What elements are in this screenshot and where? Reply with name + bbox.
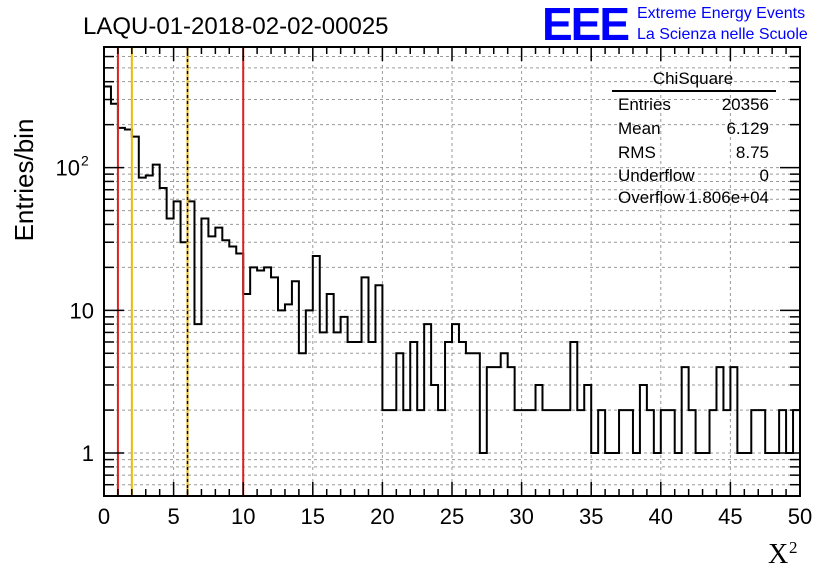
eee-logo: EEE Extreme Energy Events La Scienza nel…: [542, 0, 808, 50]
histogram-series: [103, 85, 801, 496]
stats-label: Entries: [618, 95, 671, 114]
stats-box: ChiSquare Entries 20356 Mean 6.129 RMS 8…: [612, 69, 776, 207]
stats-label: Mean: [618, 119, 661, 138]
y-tick-label: 1: [82, 441, 94, 466]
logo-line-2: La Scienza nelle Scuole: [637, 26, 808, 43]
stats-label: RMS: [618, 143, 656, 162]
axis-ticks: [103, 47, 801, 496]
x-tick-labels: 0 5 10 15 20 25 30 35 40 45 50: [98, 504, 812, 529]
stats-row-entries: Entries 20356: [618, 95, 769, 114]
stats-label: Overflow: [618, 188, 686, 207]
y-tick-label: 10: [56, 156, 80, 181]
x-axis-title: X: [768, 539, 788, 570]
x-tick-label: 0: [98, 504, 110, 529]
stats-value: 20356: [722, 95, 769, 114]
reference-lines: [116, 47, 245, 496]
stats-label: Underflow: [618, 166, 695, 185]
x-tick-label: 35: [579, 504, 603, 529]
stats-row-underflow: Underflow 0: [618, 166, 769, 185]
stats-row-mean: Mean 6.129: [618, 119, 769, 138]
x-tick-label: 40: [649, 504, 673, 529]
stats-title: ChiSquare: [653, 69, 733, 88]
logo-mark: EEE: [542, 0, 628, 50]
stats-value: 6.129: [726, 119, 769, 138]
y-axis-title: Entries/bin: [9, 119, 39, 242]
x-tick-label: 30: [509, 504, 533, 529]
logo-line-1: Extreme Energy Events: [637, 5, 805, 22]
x-tick-label: 5: [167, 504, 179, 529]
stats-value: 8.75: [736, 143, 769, 162]
chart-title: LAQU-01-2018-02-02-00025: [83, 13, 389, 40]
grid: [104, 47, 800, 496]
stats-value: 0: [760, 166, 769, 185]
x-axis-title-group: X 2: [768, 538, 798, 570]
y-tick-label-superscript: 2: [81, 153, 89, 169]
x-tick-label: 10: [231, 504, 255, 529]
stats-row-overflow: Overflow 1.806e+04: [618, 188, 769, 207]
x-tick-label: 15: [301, 504, 325, 529]
x-tick-label: 45: [718, 504, 742, 529]
stats-value: 1.806e+04: [688, 188, 769, 207]
x-axis-title-superscript: 2: [789, 538, 798, 557]
x-tick-label: 50: [788, 504, 812, 529]
y-tick-label: 10: [70, 298, 94, 323]
x-tick-label: 20: [370, 504, 394, 529]
stats-row-rms: RMS 8.75: [618, 143, 769, 162]
x-tick-label: 25: [440, 504, 464, 529]
